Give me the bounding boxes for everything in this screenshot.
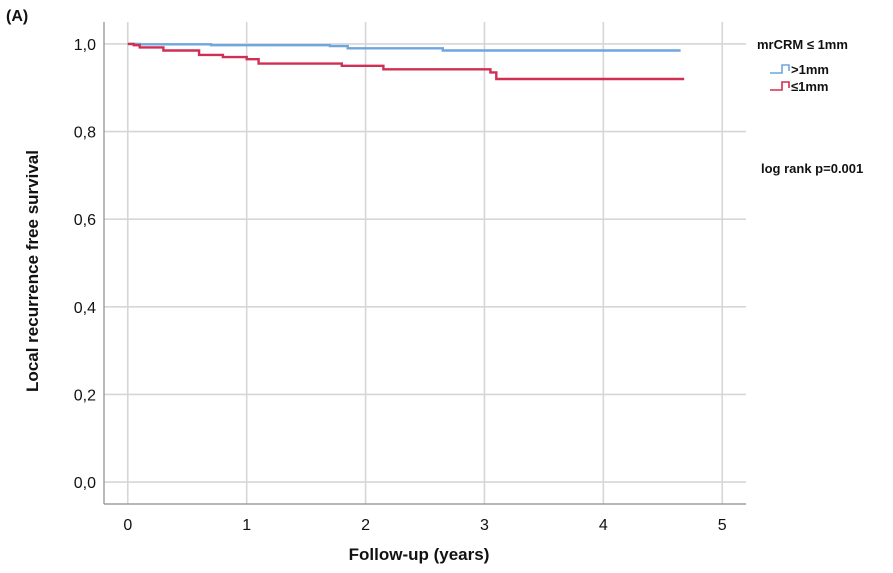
series-lines	[127, 42, 685, 81]
panel-label: (A)	[6, 8, 28, 25]
y-axis-title: Local recurrence free survival	[23, 150, 42, 392]
legend-swatch	[770, 81, 790, 91]
legend-title: mrCRM ≤ 1mm	[757, 37, 848, 52]
x-tick-label: 1	[242, 517, 251, 534]
legend: mrCRM ≤ 1mm >1mm ≤1mm	[757, 37, 848, 94]
series-line	[127, 42, 685, 81]
x-tick-label: 2	[361, 517, 370, 534]
x-tick-label: 3	[480, 517, 489, 534]
legend-label: >1mm	[791, 62, 829, 77]
grid	[104, 22, 746, 504]
axes: 0 1 2 3 4 5 0,0 0,2 0,4 0,6 0,8 1,0	[74, 22, 746, 534]
y-tick-label: 1,0	[74, 37, 96, 54]
legend-swatch	[770, 64, 790, 74]
y-tick-label: 0,6	[74, 212, 96, 229]
y-tick-label: 0,8	[74, 125, 96, 142]
y-tick-label: 0,2	[74, 387, 96, 404]
x-tick-label: 5	[718, 517, 727, 534]
x-tick-label: 0	[123, 517, 132, 534]
series-line	[127, 42, 681, 52]
legend-label: ≤1mm	[791, 79, 828, 94]
y-tick-label: 0,4	[74, 300, 96, 317]
x-tick-label: 4	[599, 517, 608, 534]
x-axis-title: Follow-up (years)	[349, 545, 490, 564]
y-tick-label: 0,0	[74, 475, 96, 492]
log-rank-annotation: log rank p=0.001	[761, 161, 863, 176]
